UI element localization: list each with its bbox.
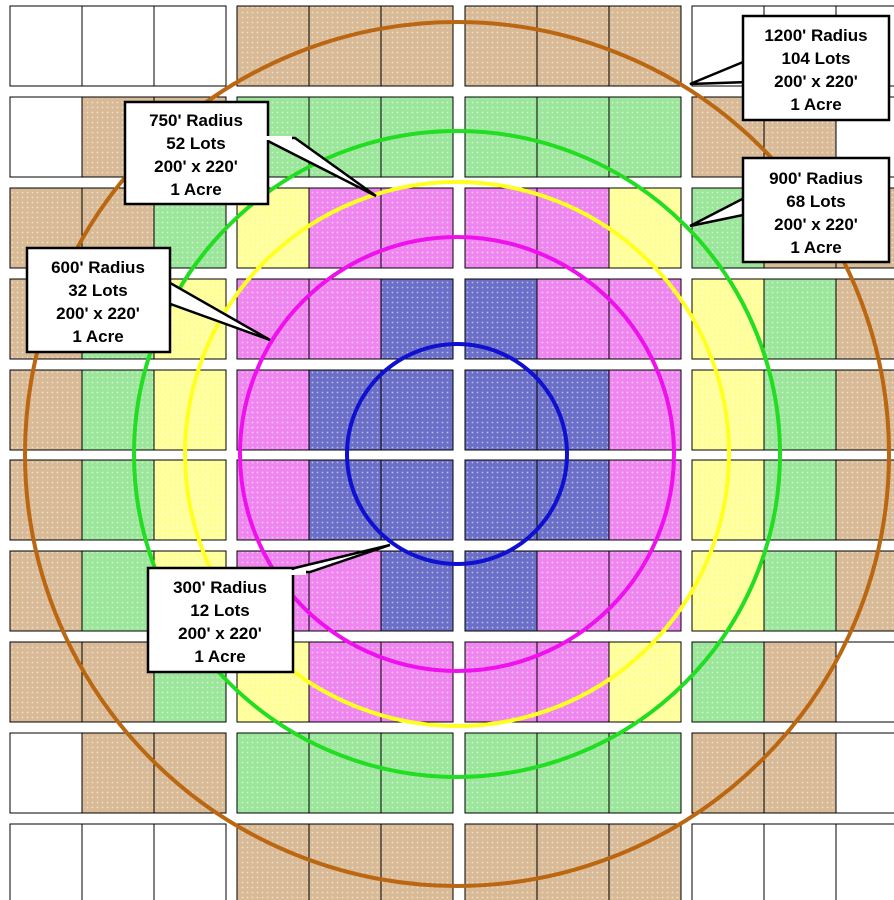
lot-texture xyxy=(83,643,153,721)
ring-750-radius xyxy=(183,180,731,728)
callout-750-line1: 750' Radius xyxy=(149,111,243,130)
callout-900-box xyxy=(741,156,891,264)
lot-texture xyxy=(466,461,536,539)
lot-texture xyxy=(310,7,380,85)
lot-texture xyxy=(538,189,608,267)
lot-texture xyxy=(610,7,680,85)
lot-texture xyxy=(238,280,308,358)
radius-rings xyxy=(23,20,891,888)
lot-texture xyxy=(382,7,452,85)
callout-900-line4: 1 Acre xyxy=(790,238,841,257)
lot-texture xyxy=(11,643,81,721)
callout-300-line2: 12 Lots xyxy=(190,601,250,620)
lot-9-10 xyxy=(763,823,837,900)
lot-texture xyxy=(610,98,680,176)
lot-texture xyxy=(382,643,452,721)
callout-750-line2: 52 Lots xyxy=(166,134,226,153)
lot-texture xyxy=(382,371,452,449)
lot-texture xyxy=(83,552,153,630)
callout-600-line2: 32 Lots xyxy=(68,281,128,300)
lot-texture xyxy=(610,825,680,900)
lot-texture xyxy=(538,371,608,449)
callout-600-line3: 200' x 220' xyxy=(56,304,140,323)
lot-7-11 xyxy=(835,641,894,723)
lot-texture xyxy=(11,461,81,539)
lot-texture xyxy=(693,643,763,721)
lot-texture xyxy=(382,552,452,630)
callout-1200-line2: 104 Lots xyxy=(782,49,851,68)
lot-texture xyxy=(693,552,763,630)
lot-texture xyxy=(382,189,452,267)
lot-texture xyxy=(11,371,81,449)
lot-texture xyxy=(238,371,308,449)
callout-900-line2: 68 Lots xyxy=(786,192,846,211)
lot-texture xyxy=(466,643,536,721)
lot-9-1 xyxy=(81,823,155,900)
lot-texture xyxy=(310,643,380,721)
callout-1200-line3: 200' x 220' xyxy=(774,72,858,91)
callout-1200-box xyxy=(741,14,891,122)
ring-1200-radius xyxy=(23,20,891,888)
ring-300-radius xyxy=(345,342,569,566)
lot-texture xyxy=(238,461,308,539)
lot-texture xyxy=(765,552,835,630)
lot-texture xyxy=(310,280,380,358)
callout-300-line1: 300' Radius xyxy=(173,578,267,597)
lot-texture xyxy=(610,189,680,267)
callout-1200-line4: 1 Acre xyxy=(790,95,841,114)
lot-texture xyxy=(382,825,452,900)
lot-8-11 xyxy=(835,732,894,814)
callout-900-radius: 900' Radius 68 Lots 200' x 220' 1 Acre xyxy=(689,156,891,264)
lot-texture xyxy=(310,371,380,449)
lot-texture xyxy=(610,734,680,812)
callout-900-line3: 200' x 220' xyxy=(774,215,858,234)
lot-texture xyxy=(466,825,536,900)
lot-texture xyxy=(238,7,308,85)
callout-1200-line1: 1200' Radius xyxy=(764,26,867,45)
lot-texture xyxy=(466,189,536,267)
lot-texture xyxy=(538,552,608,630)
callout-600-box xyxy=(25,246,172,354)
lot-texture xyxy=(238,825,308,900)
ring-900-radius xyxy=(132,129,782,779)
lot-9-9 xyxy=(691,823,765,900)
lot-texture xyxy=(466,552,536,630)
callout-600-line1: 600' Radius xyxy=(51,258,145,277)
callout-900-line1: 900' Radius xyxy=(769,169,863,188)
callout-300-line4: 1 Acre xyxy=(194,647,245,666)
lot-9-0 xyxy=(9,823,83,900)
callout-750-box xyxy=(123,100,270,206)
ring-600-radius xyxy=(238,235,676,673)
lot-9-2 xyxy=(153,823,227,900)
lot-0-2 xyxy=(153,5,227,87)
lot-texture xyxy=(538,280,608,358)
callout-300-line3: 200' x 220' xyxy=(178,624,262,643)
lot-texture xyxy=(466,7,536,85)
lot-texture xyxy=(83,734,153,812)
lot-texture xyxy=(765,280,835,358)
lot-9-11 xyxy=(835,823,894,900)
lot-texture xyxy=(310,461,380,539)
lot-texture xyxy=(538,461,608,539)
lot-texture xyxy=(466,371,536,449)
callout-300-box xyxy=(146,566,295,674)
callout-300-radius: 300' Radius 12 Lots 200' x 220' 1 Acre xyxy=(146,543,391,674)
lot-1-0 xyxy=(9,96,83,178)
callout-750-line4: 1 Acre xyxy=(170,180,221,199)
lot-0-1 xyxy=(81,5,155,87)
lot-0-0 xyxy=(9,5,83,87)
lot-texture xyxy=(238,734,308,812)
lot-texture xyxy=(610,643,680,721)
callout-600-radius: 600' Radius 32 Lots 200' x 220' 1 Acre xyxy=(25,246,271,354)
lot-texture xyxy=(693,734,763,812)
lot-8-0 xyxy=(9,732,83,814)
lot-texture xyxy=(382,461,452,539)
callout-750-line3: 200' x 220' xyxy=(154,157,238,176)
callout-1200-radius: 1200' Radius 104 Lots 200' x 220' 1 Acre xyxy=(689,14,891,122)
callout-750-radius: 750' Radius 52 Lots 200' x 220' 1 Acre xyxy=(123,100,377,206)
callout-600-line4: 1 Acre xyxy=(72,327,123,346)
